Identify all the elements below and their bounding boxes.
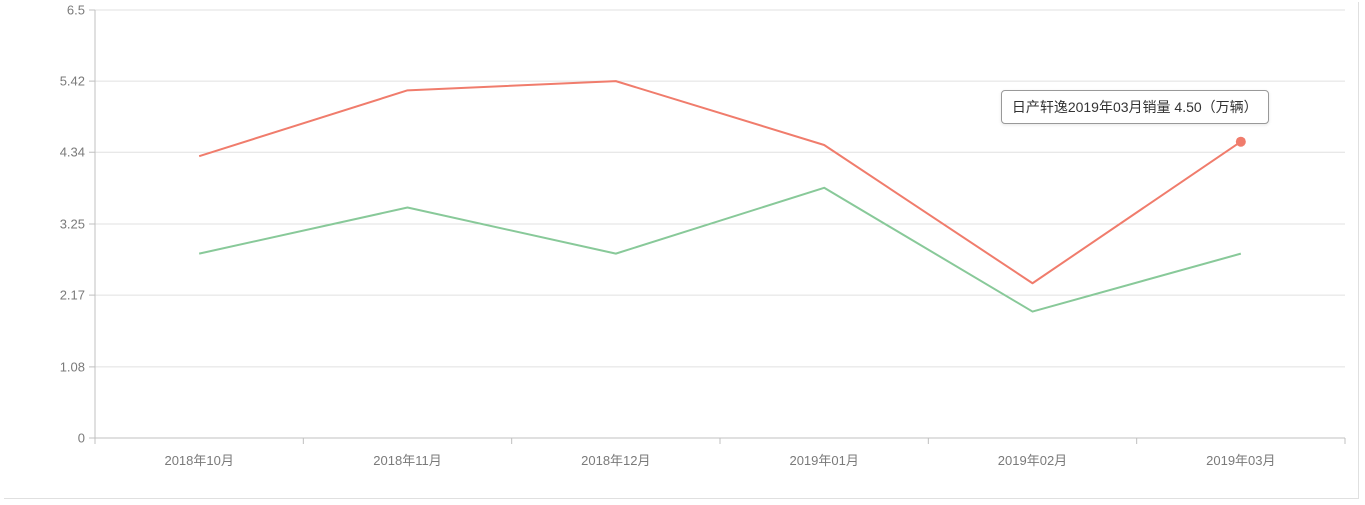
x-tick-label: 2019年03月 bbox=[1206, 450, 1275, 469]
y-tick-label: 5.42 bbox=[25, 74, 85, 89]
line-chart: 0 1.08 2.17 3.25 4.34 5.42 6.5 2018年10月 2018年11月… bbox=[0, 0, 1365, 505]
y-tick-label: 4.34 bbox=[25, 145, 85, 160]
y-tick-label: 1.08 bbox=[25, 359, 85, 374]
chart-tooltip: 日产轩逸2019年03月销量 4.50（万辆） bbox=[1001, 90, 1269, 124]
tooltip-text: 日产轩逸2019年03月销量 4.50（万辆） bbox=[1012, 99, 1258, 115]
y-tick-label: 3.25 bbox=[25, 217, 85, 232]
y-tick-label: 0 bbox=[25, 431, 85, 446]
chart-svg bbox=[0, 0, 1365, 505]
x-tick-label: 2018年12月 bbox=[581, 450, 650, 469]
x-tick-label: 2019年01月 bbox=[789, 450, 858, 469]
x-tick-label: 2018年10月 bbox=[164, 450, 233, 469]
x-tick-label: 2018年11月 bbox=[373, 450, 441, 469]
x-tick-label: 2019年02月 bbox=[998, 450, 1067, 469]
y-tick-label: 2.17 bbox=[25, 288, 85, 303]
y-tick-label: 6.5 bbox=[25, 3, 85, 18]
